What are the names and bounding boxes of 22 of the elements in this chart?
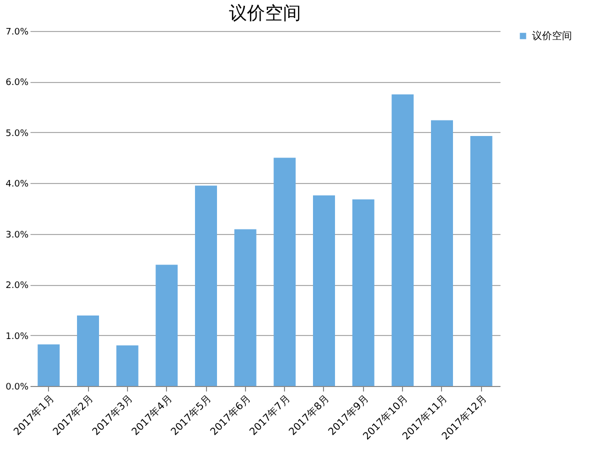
y-tick-label: 1.0% — [6, 332, 29, 342]
bar — [274, 158, 296, 386]
bar — [392, 94, 414, 386]
bar — [234, 229, 256, 386]
bar — [116, 345, 138, 386]
legend-label: 议价空间 — [532, 30, 572, 42]
bar — [77, 316, 100, 386]
y-tick-label: 3.0% — [6, 230, 29, 240]
bar — [470, 136, 492, 386]
y-tick-label: 6.0% — [6, 78, 29, 88]
y-tick-label: 0.0% — [6, 382, 29, 392]
y-tick-label: 7.0% — [6, 28, 29, 38]
y-tick-label: 4.0% — [6, 180, 29, 190]
bar — [38, 344, 60, 386]
chart-title: 议价空间 — [229, 3, 301, 24]
bar — [156, 264, 178, 386]
y-tick-label: 2.0% — [6, 281, 29, 292]
bar — [352, 199, 374, 386]
bar — [312, 195, 335, 386]
y-tick-label: 5.0% — [6, 128, 29, 139]
bar — [430, 120, 453, 386]
bar — [195, 186, 218, 386]
